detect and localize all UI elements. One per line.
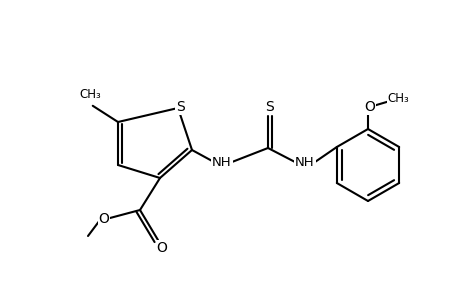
Text: CH₃: CH₃ [386,92,408,106]
Text: CH₃: CH₃ [78,88,101,101]
Text: NH: NH [295,155,314,169]
Text: O: O [364,100,375,114]
Text: O: O [156,241,167,255]
Text: S: S [265,100,274,114]
Text: O: O [98,212,109,226]
Text: NH: NH [212,155,231,169]
Text: S: S [176,100,185,114]
